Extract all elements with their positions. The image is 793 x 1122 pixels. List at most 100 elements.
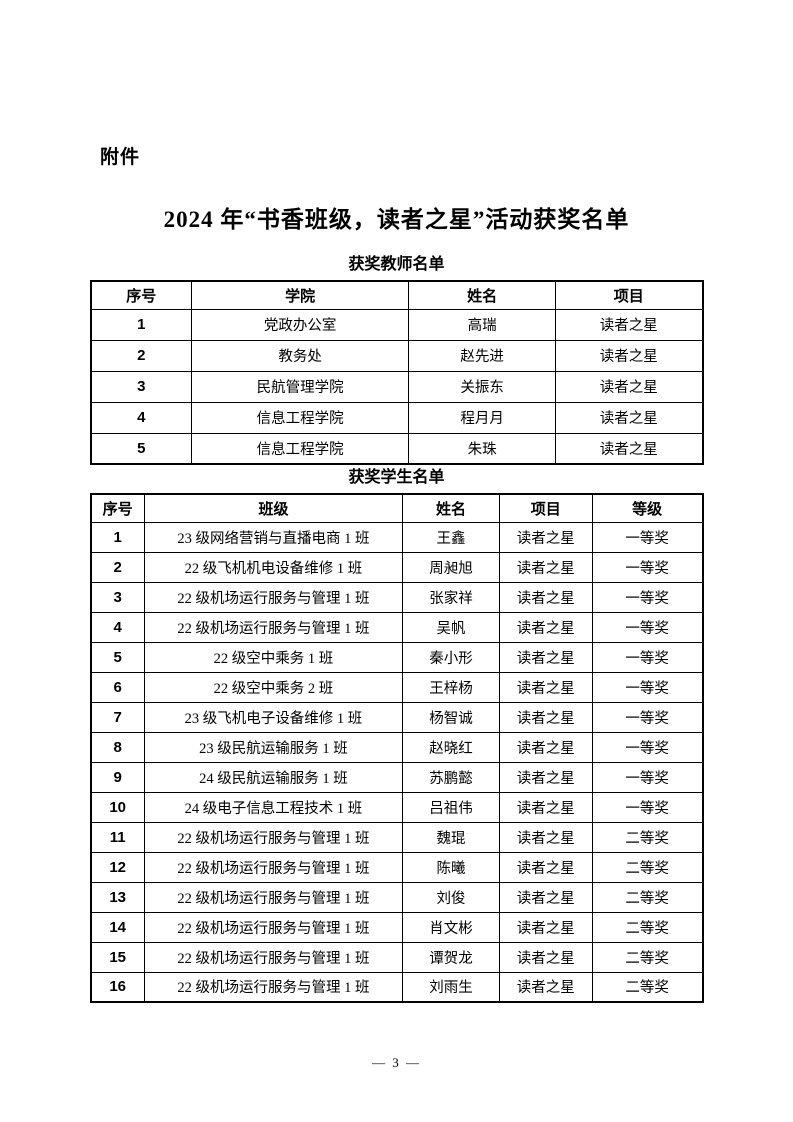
- table-cell: 9: [90, 761, 145, 793]
- table-row: 15 22 级机场运行服务与管理 1 班谭贺龙 读者之星 二等奖: [90, 941, 704, 973]
- table-row: 13 22 级机场运行服务与管理 1 班刘俊 读者之星 二等奖: [90, 881, 704, 913]
- table-cell: 一等奖: [591, 671, 704, 703]
- table-cell: 二等奖: [591, 851, 704, 883]
- table-row: 14 22 级机场运行服务与管理 1 班肖文彬 读者之星 二等奖: [90, 911, 704, 943]
- table-cell: 读者之星: [498, 791, 593, 823]
- table-row: 6 22 级空中乘务 2 班王梓杨 读者之星 一等奖: [90, 671, 704, 703]
- table-cell: 谭贺龙: [402, 941, 500, 973]
- table-row: 11 22 级机场运行服务与管理 1 班魏琨 读者之星 二等奖: [90, 821, 704, 853]
- table-cell: 一等奖: [591, 641, 704, 673]
- table-cell: 15: [90, 941, 145, 973]
- table-cell: 10: [90, 791, 145, 823]
- table-cell: 一等奖: [591, 761, 704, 793]
- table-cell: 高瑞: [408, 308, 557, 341]
- table-cell: 5: [90, 641, 145, 673]
- table-row: 7 23 级飞机电子设备维修 1 班杨智诚 读者之星 一等奖: [90, 701, 704, 733]
- table-row: 5 22 级空中乘务 1 班秦小形 读者之星 一等奖: [90, 641, 704, 673]
- table-cell: 教务处: [190, 339, 410, 372]
- table-row: 4 信息工程学院 程月月 读者之星: [90, 401, 703, 434]
- header-row: 序号 学院 姓名 项目: [90, 280, 703, 310]
- table-cell: 22 级空中乘务 1 班: [143, 641, 404, 673]
- table-cell: 赵先进: [408, 339, 557, 372]
- table-cell: 读者之星: [498, 701, 593, 733]
- table-cell: 3: [90, 581, 145, 613]
- table-cell: 16: [90, 971, 145, 1003]
- table-cell: 2: [90, 339, 192, 372]
- table-cell: 23 级民航运输服务 1 班: [143, 731, 404, 763]
- table-cell: 4: [90, 401, 192, 434]
- column-header: 姓名: [402, 493, 500, 523]
- table-cell: 杨智诚: [402, 701, 500, 733]
- table-cell: 6: [90, 671, 145, 703]
- table-cell: 读者之星: [498, 521, 593, 553]
- table-cell: 二等奖: [591, 941, 704, 973]
- table-cell: 肖文彬: [402, 911, 500, 943]
- table-cell: 张家祥: [402, 581, 500, 613]
- table-row: 2 教务处 赵先进 读者之星: [90, 339, 703, 372]
- table-cell: 5: [90, 432, 192, 465]
- table-row: 10 24 级电子信息工程技术 1 班吕祖伟 读者之星 一等奖: [90, 791, 704, 823]
- column-header: 序号: [90, 493, 145, 523]
- table-cell: 吕祖伟: [402, 791, 500, 823]
- table-cell: 信息工程学院: [190, 401, 410, 434]
- table-cell: 14: [90, 911, 145, 943]
- table-cell: 22 级机场运行服务与管理 1 班: [143, 821, 404, 853]
- table-cell: 1: [90, 521, 145, 553]
- table-cell: 7: [90, 701, 145, 733]
- header-row: 序号 班级 姓名 项目 等级: [90, 493, 704, 523]
- table-row: 4 22 级机场运行服务与管理 1 班吴帆 读者之星 一等奖: [90, 611, 704, 643]
- column-header: 等级: [591, 493, 704, 523]
- table-cell: 一等奖: [591, 581, 704, 613]
- document-title: 2024 年“书香班级，读者之星”活动获奖名单: [163, 207, 630, 232]
- table-cell: 2: [90, 551, 145, 583]
- table-cell: 24 级电子信息工程技术 1 班: [143, 791, 404, 823]
- teacher-table-title: 获奖教师名单: [348, 256, 445, 273]
- table-cell: 朱珠: [408, 432, 557, 465]
- table-cell: 24 级民航运输服务 1 班: [143, 761, 404, 793]
- table-cell: 8: [90, 731, 145, 763]
- column-header: 姓名: [408, 280, 557, 310]
- table-cell: 二等奖: [591, 911, 704, 943]
- table-row: 3 22 级机场运行服务与管理 1 班张家祥 读者之星 一等奖: [90, 581, 704, 613]
- table-cell: 22 级机场运行服务与管理 1 班: [143, 911, 404, 943]
- table-cell: 读者之星: [498, 941, 593, 973]
- table-cell: 一等奖: [591, 731, 704, 763]
- table-cell: 22 级飞机机电设备维修 1 班: [143, 551, 404, 583]
- table-cell: 民航管理学院: [190, 370, 410, 403]
- table-cell: 读者之星: [498, 731, 593, 763]
- table-cell: 刘俊: [402, 881, 500, 913]
- table-cell: 程月月: [408, 401, 557, 434]
- table-cell: 读者之星: [498, 581, 593, 613]
- table-row: 2 22 级飞机机电设备维修 1 班周昶旭 读者之星 一等奖: [90, 551, 704, 583]
- table-cell: 一等奖: [591, 611, 704, 643]
- student-table-title: 获奖学生名单: [348, 469, 445, 486]
- column-header: 学院: [190, 280, 410, 310]
- table-cell: 读者之星: [498, 611, 593, 643]
- table-cell: 刘雨生: [402, 971, 500, 1003]
- table-cell: 王鑫: [402, 521, 500, 553]
- table-cell: 22 级机场运行服务与管理 1 班: [143, 851, 404, 883]
- table-cell: 一等奖: [591, 551, 704, 583]
- table-cell: 读者之星: [498, 851, 593, 883]
- table-cell: 读者之星: [555, 308, 703, 341]
- table-cell: 读者之星: [498, 881, 593, 913]
- teacher-table: 序号 学院 姓名 项目 1 党政办公室 高瑞 读者之星 2 教务处 赵先进 读者之星 3 民航管理学院 关振…: [89, 280, 704, 465]
- table-cell: 读者之星: [498, 551, 593, 583]
- table-cell: 23 级网络营销与直播电商 1 班: [143, 521, 404, 553]
- table-cell: 一等奖: [591, 791, 704, 823]
- table-cell: 周昶旭: [402, 551, 500, 583]
- table-row: 16 22 级机场运行服务与管理 1 班刘雨生 读者之星 二等奖: [90, 971, 704, 1003]
- table-cell: 13: [90, 881, 145, 913]
- student-table: 序号 班级 姓名 项目 等级 1 23 级网络营销与直播电商 1 班王鑫 读者之星 一等奖 2 22…: [89, 493, 704, 1003]
- table-row: 8 23 级民航运输服务 1 班赵晓红 读者之星 一等奖: [90, 731, 704, 763]
- table-cell: 读者之星: [498, 971, 593, 1003]
- table-cell: 22 级机场运行服务与管理 1 班: [143, 971, 404, 1003]
- table-cell: 一等奖: [591, 521, 704, 553]
- table-cell: 苏鹏懿: [402, 761, 500, 793]
- column-header: 序号: [90, 280, 192, 310]
- table-cell: 读者之星: [555, 401, 703, 434]
- table-cell: 二等奖: [591, 821, 704, 853]
- table-cell: 11: [90, 821, 145, 853]
- table-row: 1 党政办公室 高瑞 读者之星: [90, 308, 703, 341]
- table-cell: 二等奖: [591, 971, 704, 1003]
